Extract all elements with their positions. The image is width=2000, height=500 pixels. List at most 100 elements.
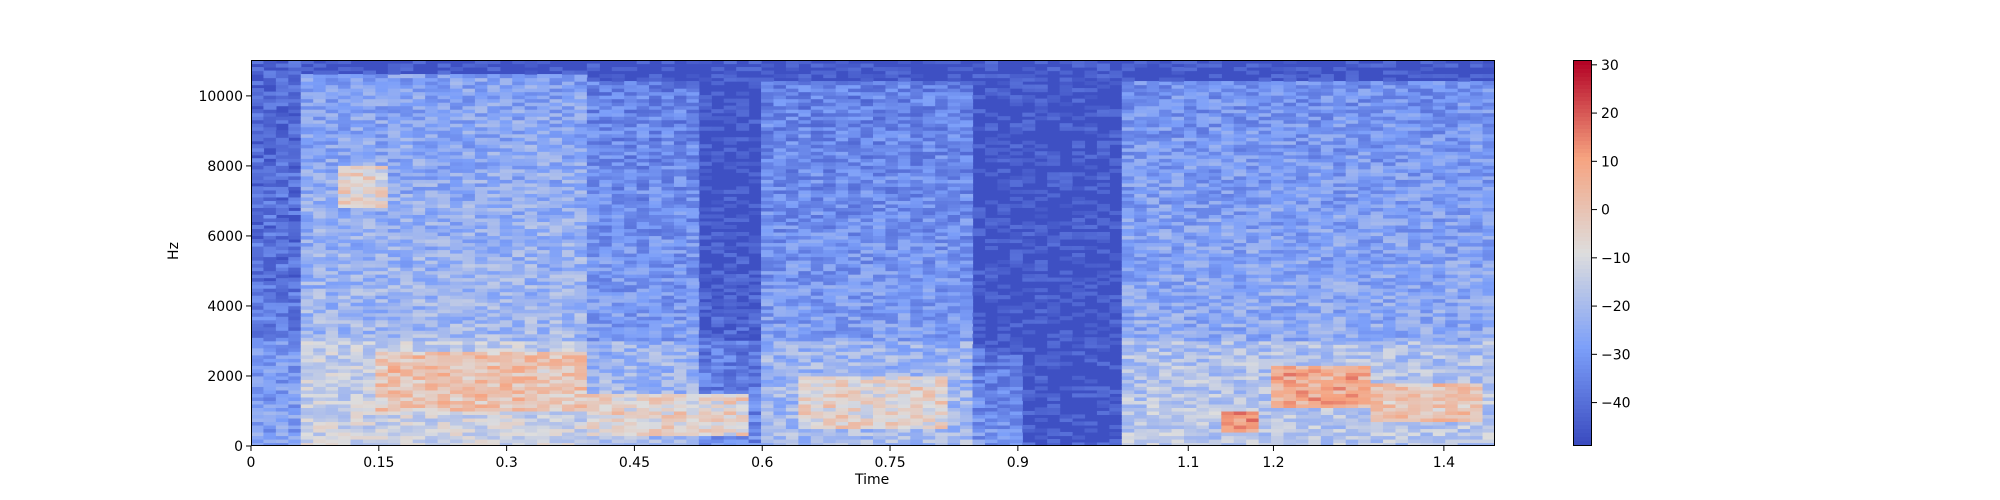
- heatmap-cell: [462, 109, 476, 114]
- heatmap-cell: [636, 260, 650, 265]
- heatmap-cell: [313, 98, 327, 103]
- heatmap-cell: [798, 375, 812, 380]
- heatmap-cell: [748, 414, 762, 419]
- heatmap-cell: [586, 337, 600, 342]
- heatmap-cell: [611, 319, 625, 324]
- heatmap-cell: [425, 393, 439, 398]
- heatmap-cell: [387, 256, 401, 261]
- heatmap-cell: [698, 375, 712, 380]
- heatmap-cell: [810, 375, 824, 380]
- heatmap-cell: [698, 351, 712, 356]
- heatmap-cell: [275, 267, 289, 272]
- heatmap-cell: [537, 403, 551, 408]
- heatmap-cell: [562, 193, 576, 198]
- heatmap-cell: [325, 407, 339, 412]
- heatmap-cell: [338, 393, 352, 398]
- heatmap-cell: [450, 386, 464, 391]
- heatmap-cell: [412, 102, 426, 107]
- heatmap-cell: [823, 333, 837, 338]
- heatmap-cell: [761, 154, 775, 159]
- heatmap-cell: [798, 158, 812, 163]
- heatmap-cell: [736, 137, 750, 142]
- heatmap-cell: [412, 182, 426, 187]
- heatmap-cell: [661, 431, 675, 437]
- heatmap-cell: [537, 217, 551, 223]
- heatmap-cell: [761, 414, 775, 419]
- heatmap-cell: [711, 91, 725, 96]
- heatmap-cell: [537, 431, 551, 437]
- heatmap-cell: [673, 179, 687, 184]
- heatmap-cell: [611, 270, 625, 275]
- heatmap-cell: [450, 372, 464, 377]
- heatmap-cell: [624, 260, 638, 265]
- heatmap-cell: [512, 165, 526, 170]
- heatmap-cell: [313, 140, 327, 145]
- heatmap-cell: [711, 407, 725, 412]
- heatmap-cell: [512, 305, 526, 310]
- heatmap-cell: [823, 267, 837, 272]
- heatmap-cell: [313, 323, 327, 328]
- heatmap-cell: [487, 95, 501, 100]
- heatmap-cell: [362, 147, 376, 152]
- heatmap-cell: [474, 414, 488, 419]
- heatmap-cell: [512, 242, 526, 247]
- heatmap-cell: [736, 340, 750, 345]
- heatmap-cell: [810, 182, 824, 187]
- heatmap-cell: [462, 200, 476, 205]
- heatmap-cell: [425, 231, 439, 237]
- heatmap-cell: [773, 372, 787, 377]
- heatmap-cell: [599, 428, 613, 433]
- heatmap-cell: [798, 147, 812, 152]
- heatmap-cell: [562, 379, 576, 384]
- heatmap-cell: [524, 354, 538, 359]
- heatmap-cell: [275, 347, 289, 352]
- heatmap-cell: [499, 407, 513, 412]
- heatmap-cell: [673, 379, 687, 384]
- heatmap-cell: [624, 365, 638, 370]
- heatmap-cell: [362, 137, 376, 142]
- heatmap-cell: [412, 347, 426, 352]
- heatmap-cell: [611, 410, 625, 416]
- heatmap-cell: [251, 288, 265, 293]
- heatmap-cell: [673, 435, 687, 440]
- heatmap-cell: [810, 323, 824, 328]
- heatmap-cell: [524, 84, 538, 89]
- heatmap-cell: [275, 84, 289, 89]
- heatmap-cell: [288, 91, 302, 96]
- heatmap-cell: [300, 172, 314, 177]
- heatmap-cell: [711, 351, 725, 356]
- heatmap-cell: [823, 421, 837, 426]
- heatmap-cell: [524, 309, 538, 314]
- heatmap-cell: [636, 196, 650, 201]
- heatmap-cell: [462, 133, 476, 138]
- heatmap-cell: [698, 368, 712, 373]
- heatmap-cell: [686, 123, 700, 128]
- heatmap-cell: [636, 347, 650, 352]
- heatmap-cell: [823, 217, 837, 223]
- heatmap-cell: [673, 95, 687, 100]
- heatmap-cell: [275, 77, 289, 82]
- heatmap-cell: [835, 60, 849, 65]
- heatmap-cell: [425, 196, 439, 201]
- heatmap-cell: [574, 193, 588, 198]
- heatmap-cell: [624, 274, 638, 279]
- heatmap-cell: [462, 179, 476, 184]
- heatmap-cell: [275, 428, 289, 433]
- heatmap-cell: [835, 337, 849, 342]
- heatmap-cell: [848, 179, 862, 184]
- heatmap-cell: [300, 91, 314, 96]
- heatmap-cell: [636, 158, 650, 163]
- heatmap-cell: [462, 151, 476, 156]
- heatmap-cell: [400, 256, 414, 261]
- heatmap-cell: [823, 354, 837, 359]
- heatmap-cell: [848, 316, 862, 321]
- heatmap-cell: [474, 298, 488, 303]
- heatmap-cell: [275, 382, 289, 387]
- heatmap-cell: [263, 130, 277, 135]
- heatmap-cell: [848, 288, 862, 293]
- heatmap-cell: [785, 393, 799, 398]
- heatmap-cell: [487, 309, 501, 314]
- heatmap-cell: [450, 319, 464, 324]
- heatmap-cell: [673, 372, 687, 377]
- heatmap-cell: [823, 182, 837, 187]
